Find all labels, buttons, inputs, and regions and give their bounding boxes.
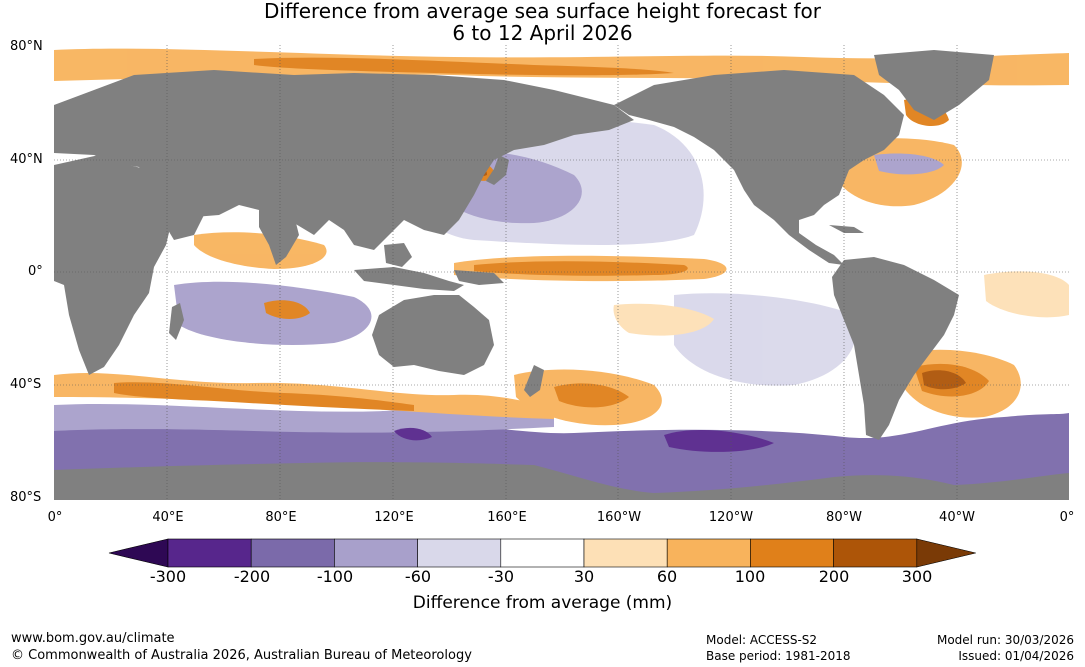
anomaly-south-atlantic-west-positive — [984, 271, 1069, 318]
colorbar-tick-minus-100: -100 — [316, 567, 354, 586]
colorbar-tick-minus-60: -60 — [404, 567, 432, 586]
colorbar-segment-1 — [167, 538, 252, 568]
colorbar-segment-5 — [500, 538, 585, 568]
land-africa — [54, 155, 172, 375]
footer-base-period: Base period: 1981-2018 — [706, 649, 851, 663]
land-north-america — [614, 70, 904, 265]
land-cuba — [829, 225, 864, 233]
land-south-america — [832, 257, 959, 440]
colorbar-tick-minus-30: -30 — [487, 567, 515, 586]
lon-label-120w: 120°W — [708, 510, 754, 525]
colorbar — [108, 538, 976, 568]
anomaly-equatorial-pacific-strong — [474, 261, 688, 276]
lon-label-160w: 160°W — [596, 510, 642, 525]
land-greenland — [874, 50, 994, 120]
footer-model: Model: ACCESS-S2 — [706, 633, 818, 647]
sea-surface-height-map — [54, 45, 1069, 500]
colorbar-tick-100: 100 — [734, 567, 766, 586]
anomaly-indian-ocean-strong — [264, 300, 310, 319]
colorbar-tick-minus-300: -300 — [149, 567, 187, 586]
colorbar-tick-60: 60 — [656, 567, 678, 586]
lon-label-40e: 40°E — [152, 510, 184, 525]
colorbar-segment-9 — [833, 538, 918, 568]
colorbar-title: Difference from average (mm) — [412, 593, 673, 613]
lat-label-40n: 40°N — [10, 152, 43, 167]
lon-label-160e: 160°E — [487, 510, 527, 525]
land-india — [259, 210, 299, 265]
graticule — [54, 45, 1069, 500]
lon-label-40w: 40°W — [939, 510, 975, 525]
anomaly-dark-negative-patch — [664, 429, 774, 452]
map-title-line-1: Difference from average sea surface heig… — [263, 0, 822, 23]
colorbar-segment-8 — [750, 538, 834, 568]
land-antarctica — [54, 462, 1069, 500]
footer-website[interactable]: www.bom.gov.au/climate — [11, 631, 175, 646]
anomaly-arctic-strong-positive — [254, 57, 674, 76]
anomaly-strong-positive-40s — [114, 382, 414, 411]
land-borneo — [384, 243, 412, 267]
colorbar-tick-200: 200 — [818, 567, 850, 586]
land-arabia — [154, 195, 204, 240]
colorbar-tick-300: 300 — [901, 567, 933, 586]
lon-label-80w: 80°W — [826, 510, 862, 525]
colorbar-segment-6 — [583, 538, 668, 568]
colorbar-segment-3 — [334, 538, 418, 568]
colorbar-segment-7 — [666, 538, 751, 568]
lat-label-80n: 80°N — [10, 39, 43, 54]
anomaly-se-pacific-positive — [613, 303, 714, 336]
land-layer — [54, 50, 1069, 500]
colorbar-extend-high — [916, 538, 976, 568]
footer-model-run: Model run: 30/03/2026 — [936, 633, 1074, 647]
lat-label-40s: 40°S — [10, 377, 42, 392]
colorbar-tick-30: 30 — [573, 567, 595, 586]
colorbar-extend-low — [108, 538, 169, 568]
footer-issued: Issued: 01/04/2026 — [958, 649, 1074, 663]
land-new-zealand — [524, 365, 544, 397]
lon-label-0-left: 0° — [47, 510, 63, 525]
anomaly-north-atlantic-negative — [874, 153, 944, 175]
lon-label-80e: 80°E — [265, 510, 297, 525]
colorbar-segment-2 — [250, 538, 335, 568]
colorbar-segment-4 — [417, 538, 502, 568]
lat-label-equator: 0° — [28, 264, 43, 279]
lon-label-120e: 120°E — [374, 510, 414, 525]
anomaly-layer — [54, 48, 1069, 500]
lat-label-80s: 80°S — [10, 490, 42, 505]
anomaly-peak-south-atlantic — [922, 370, 966, 390]
land-madagascar — [169, 303, 184, 340]
map-title-line-2: 6 to 12 April 2026 — [452, 21, 633, 45]
colorbar-tick-minus-200: -200 — [233, 567, 271, 586]
land-indonesia — [354, 267, 464, 291]
anomaly-south-pacific-negative — [674, 293, 857, 386]
footer-copyright: © Commonwealth of Australia 2026, Austra… — [11, 648, 472, 663]
land-japan — [486, 155, 509, 185]
anomaly-strong-positive-swp — [554, 383, 629, 408]
lon-label-0-right: 0° — [1059, 510, 1075, 525]
land-australia — [372, 295, 494, 375]
land-eurasia — [54, 70, 634, 250]
anomaly-dark-negative-patch-2 — [394, 427, 432, 441]
land-new-guinea — [454, 270, 504, 285]
